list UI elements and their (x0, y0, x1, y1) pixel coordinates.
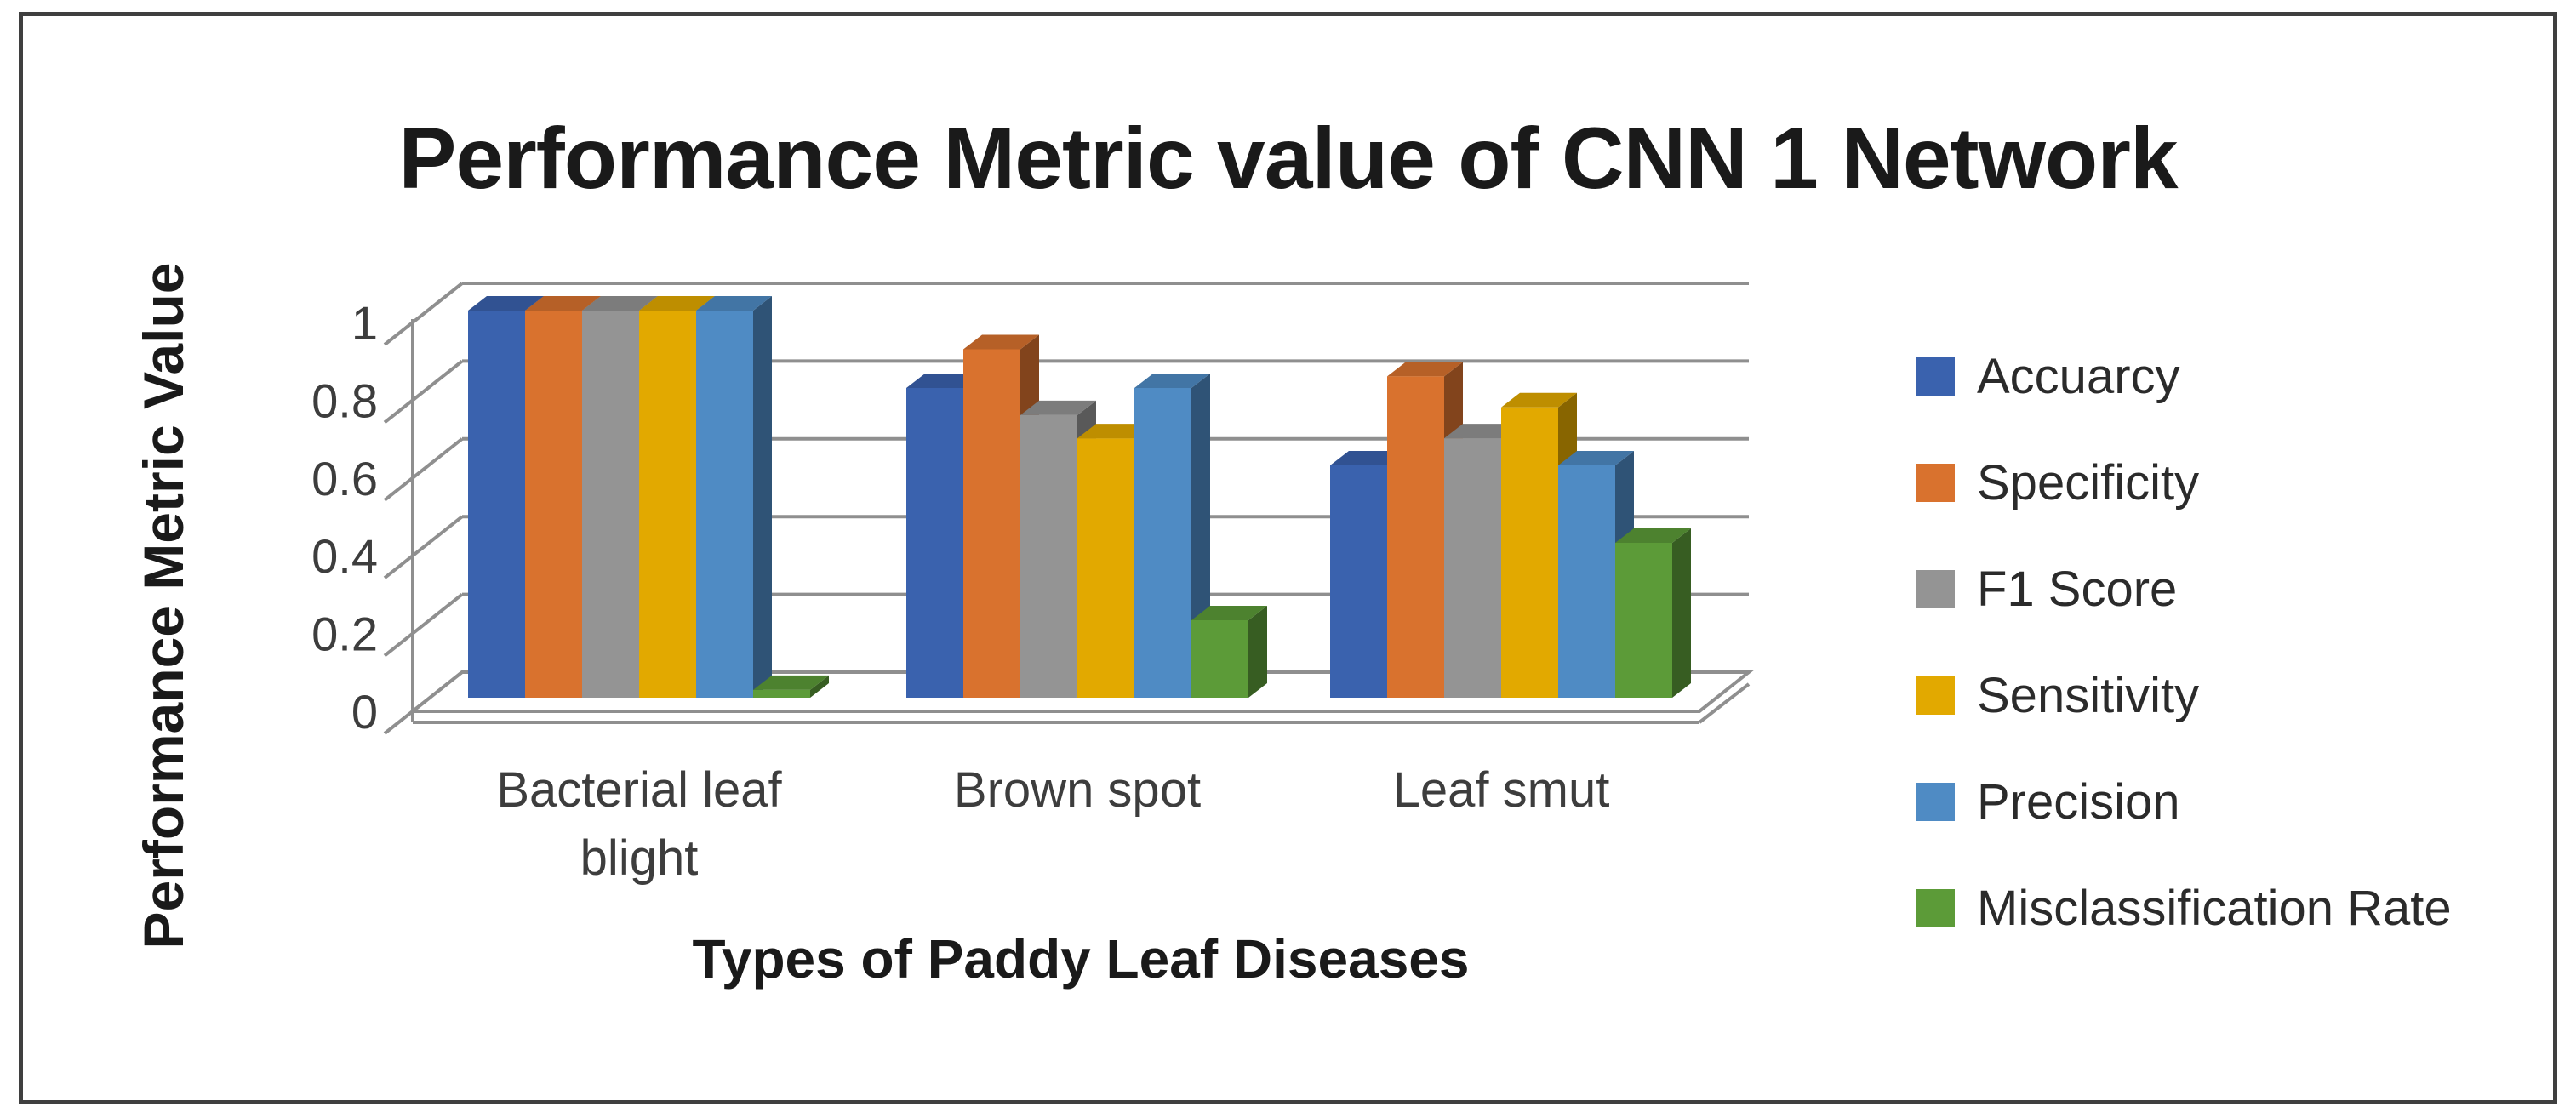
legend-label: Precision (1977, 773, 2180, 830)
x-category-label: blight (580, 830, 699, 886)
floor-right-edge (1698, 682, 1751, 724)
bar-top (1558, 451, 1634, 465)
chart-title: Performance Metric value of CNN 1 Networ… (398, 110, 2178, 207)
bar-misclassification-rate-bacterial-leaf-blight (753, 675, 829, 698)
bar-face (1191, 620, 1248, 698)
bar-face (1501, 407, 1558, 698)
legend-item-misclassification-rate: Misclassification Rate (1916, 879, 2452, 937)
y-axis-tick (383, 282, 464, 346)
legend-label: Specificity (1977, 454, 2200, 511)
y-axis-tick (383, 515, 464, 579)
bar-side (1672, 528, 1691, 698)
legend-label: F1 Score (1977, 561, 2178, 617)
bar-top (1134, 374, 1210, 388)
legend-swatch-icon (1916, 888, 1955, 927)
bar-face (1020, 414, 1077, 698)
figure-border (19, 12, 2557, 1104)
legend-label: Sensitivity (1977, 667, 2200, 723)
bar-face (1615, 543, 1672, 698)
y-tick-label: 0.6 (311, 452, 378, 505)
bar-top (468, 296, 544, 311)
bar-top (1615, 528, 1691, 543)
legend-item-specificity: Specificity (1916, 453, 2452, 511)
bar-top (753, 675, 829, 690)
bar-face (1444, 438, 1501, 698)
bar-top (1077, 424, 1153, 439)
y-tick-label: 0 (351, 685, 378, 739)
bar-misclassification-rate-leaf-smut (1615, 528, 1691, 698)
y-axis-tick (383, 437, 464, 502)
bar-face (906, 388, 963, 698)
legend: Accuarcy Specificity F1 Score Sensitivity Pr… (1916, 347, 2452, 937)
y-axis-tick (383, 359, 464, 424)
legend-item-precision: Precision (1916, 773, 2452, 830)
bar-top (1444, 424, 1520, 439)
legend-swatch-icon (1916, 463, 1955, 502)
legend-item-accuarcy: Accuarcy (1916, 347, 2452, 405)
x-axis-title: Types of Paddy Leaf Diseases (692, 928, 1470, 990)
bar-face (1558, 465, 1615, 698)
bar-top (1387, 362, 1463, 377)
x-category-label: Brown spot (954, 762, 1201, 818)
bar-misclassification-rate-brown-spot (1191, 606, 1267, 698)
x-category-label: Bacterial leaf (496, 762, 782, 818)
bar-face (639, 311, 696, 698)
bar-top (1330, 451, 1406, 465)
bar-top (696, 296, 772, 311)
legend-item-sensitivity: Sensitivity (1916, 666, 2452, 724)
bar-precision-bacterial-leaf-blight (696, 296, 772, 698)
y-tick-label: 0.4 (311, 529, 378, 583)
bar-side (810, 675, 829, 698)
bar-face (468, 311, 525, 698)
bar-top (639, 296, 715, 311)
bar-top (963, 334, 1039, 350)
bar-top (1020, 400, 1096, 415)
legend-label: Misclassification Rate (1977, 880, 2452, 936)
y-axis-tick (383, 593, 464, 658)
bar-face (1330, 465, 1387, 698)
y-tick-label: 0.2 (311, 607, 378, 661)
legend-swatch-icon (1916, 676, 1955, 715)
bar-top (582, 296, 658, 311)
bar-top (525, 296, 601, 311)
legend-swatch-icon (1916, 569, 1955, 608)
y-tick-label: 0.8 (311, 374, 378, 427)
bar-top (1191, 606, 1267, 620)
y-tick-label: 1 (351, 296, 378, 350)
bar-face (582, 311, 639, 698)
legend-swatch-icon (1916, 782, 1955, 821)
bar-top (1501, 392, 1577, 408)
bar-side (753, 296, 772, 698)
bar-face (696, 311, 753, 698)
legend-swatch-icon (1916, 357, 1955, 396)
bar-face (525, 311, 582, 698)
bar-face (753, 689, 810, 698)
bar-top (906, 374, 982, 388)
bar-face (1387, 376, 1444, 698)
bar-face (1134, 388, 1191, 698)
legend-item-f1-score: F1 Score (1916, 560, 2452, 618)
bar-side (1248, 606, 1267, 698)
bar-face (963, 349, 1020, 698)
legend-label: Accuarcy (1977, 348, 2180, 404)
bar-face (1077, 438, 1134, 698)
x-category-label: Leaf smut (1393, 762, 1610, 818)
